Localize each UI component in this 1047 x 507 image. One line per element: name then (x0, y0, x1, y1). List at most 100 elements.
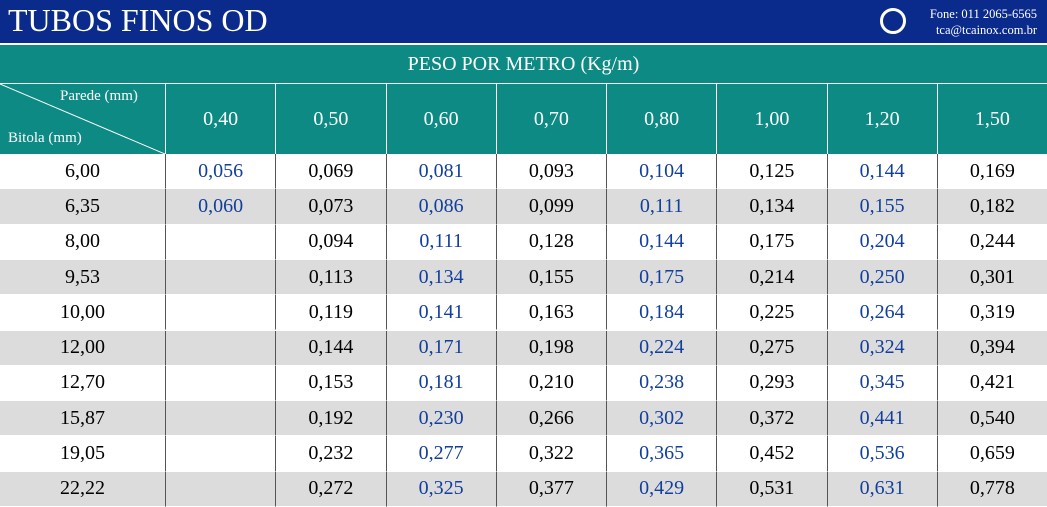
cell: 0,094 (275, 224, 386, 260)
cell: 0,073 (275, 189, 386, 225)
cell: 0,086 (385, 189, 496, 225)
column-header: 1,50 (936, 84, 1047, 154)
cell: 0,264 (826, 295, 937, 331)
cell: 0,230 (385, 401, 496, 437)
column-header: 0,60 (385, 84, 496, 154)
table: Parede (mm) Bitola (mm) 0,40 0,50 0,60 0,70 0,… (0, 84, 1047, 507)
cell: 0,128 (495, 224, 606, 260)
cell: 0,141 (385, 295, 496, 331)
cell: 0,302 (606, 401, 717, 437)
column-header: 0,50 (275, 84, 386, 154)
cell: 0,060 (165, 189, 276, 225)
cell: 0,198 (495, 330, 606, 366)
cell: 0,134 (385, 259, 496, 296)
cell: 0,093 (495, 154, 606, 190)
cell: 0,144 (275, 330, 386, 366)
cell: 0,325 (385, 471, 496, 507)
cell (165, 471, 276, 507)
cell: 0,441 (826, 401, 937, 437)
cell: 0,184 (606, 295, 717, 331)
cell: 0,365 (606, 436, 717, 472)
cell: 0,345 (826, 365, 937, 402)
cell: 0,182 (936, 189, 1047, 225)
cell: 0,153 (275, 365, 386, 402)
cell: 0,224 (606, 330, 717, 366)
cell: 0,104 (606, 154, 717, 190)
cell: 0,144 (606, 224, 717, 260)
column-header: 0,70 (495, 84, 606, 154)
cell: 0,099 (495, 189, 606, 225)
cell: 0,134 (716, 189, 827, 225)
column-header: 0,80 (606, 84, 717, 154)
cell: 0,214 (716, 259, 827, 296)
cell: 0,275 (716, 330, 827, 366)
row-header: 9,53 (0, 259, 165, 296)
cell: 0,081 (385, 154, 496, 190)
column-header: 1,00 (716, 84, 827, 154)
cell: 0,540 (936, 401, 1047, 437)
cell: 0,531 (716, 471, 827, 507)
table-caption: PESO POR METRO (Kg/m) (0, 45, 1047, 84)
cell: 0,536 (826, 436, 937, 472)
row-header: 10,00 (0, 295, 165, 331)
cell: 0,111 (385, 224, 496, 260)
cell: 0,169 (936, 154, 1047, 190)
cell: 0,163 (495, 295, 606, 331)
cell: 0,301 (936, 259, 1047, 296)
cell: 0,232 (275, 436, 386, 472)
contact: Fone: 011 2065-6565 tca@tcainox.com.br (930, 6, 1037, 38)
row-header: 22,22 (0, 471, 165, 507)
cell: 0,119 (275, 295, 386, 331)
cell: 0,125 (716, 154, 827, 190)
cell: 0,659 (936, 436, 1047, 472)
cell: 0,155 (826, 189, 937, 225)
corner-top: Parede (mm) (60, 88, 138, 104)
cell: 0,113 (275, 259, 386, 296)
cell: 0,372 (716, 401, 827, 437)
cell: 0,238 (606, 365, 717, 402)
corner-bottom: Bitola (mm) (8, 130, 82, 146)
row-header: 15,87 (0, 401, 165, 437)
cell: 0,452 (716, 436, 827, 472)
email[interactable]: tca@tcainox.com.br (935, 23, 1037, 37)
row-header: 12,70 (0, 365, 165, 402)
cell: 0,421 (936, 365, 1047, 402)
cell: 0,778 (936, 471, 1047, 507)
cell: 0,293 (716, 365, 827, 402)
cell: 0,204 (826, 224, 937, 260)
cell: 0,250 (826, 259, 937, 296)
logo (880, 8, 906, 34)
corner-cell (0, 84, 165, 154)
cell (165, 365, 276, 402)
row-header: 12,00 (0, 330, 165, 366)
row-header: 19,05 (0, 436, 165, 472)
cell: 0,175 (606, 259, 717, 296)
row-header: 8,00 (0, 224, 165, 260)
cell: 0,069 (275, 154, 386, 190)
row-header: 6,00 (0, 154, 165, 190)
cell: 0,324 (826, 330, 937, 366)
cell: 0,192 (275, 401, 386, 437)
cell: 0,277 (385, 436, 496, 472)
top-bar: TUBOS FINOS OD Fone: 011 2065-6565 tca@t… (0, 0, 1047, 43)
cell: 0,175 (716, 224, 827, 260)
cell: 0,244 (936, 224, 1047, 260)
cell: 0,171 (385, 330, 496, 366)
cell (165, 436, 276, 472)
cell: 0,181 (385, 365, 496, 402)
cell: 0,225 (716, 295, 827, 331)
corner-diagonal (0, 84, 165, 154)
cell: 0,322 (495, 436, 606, 472)
cell: 0,210 (495, 365, 606, 402)
cell (165, 224, 276, 260)
column-header: 0,40 (165, 84, 276, 154)
cell: 0,056 (165, 154, 276, 190)
cell: 0,429 (606, 471, 717, 507)
cell (165, 330, 276, 366)
cell: 0,319 (936, 295, 1047, 331)
title: TUBOS FINOS OD (8, 2, 268, 38)
cell: 0,266 (495, 401, 606, 437)
cell: 0,631 (826, 471, 937, 507)
phone: Fone: 011 2065-6565 (929, 7, 1037, 21)
